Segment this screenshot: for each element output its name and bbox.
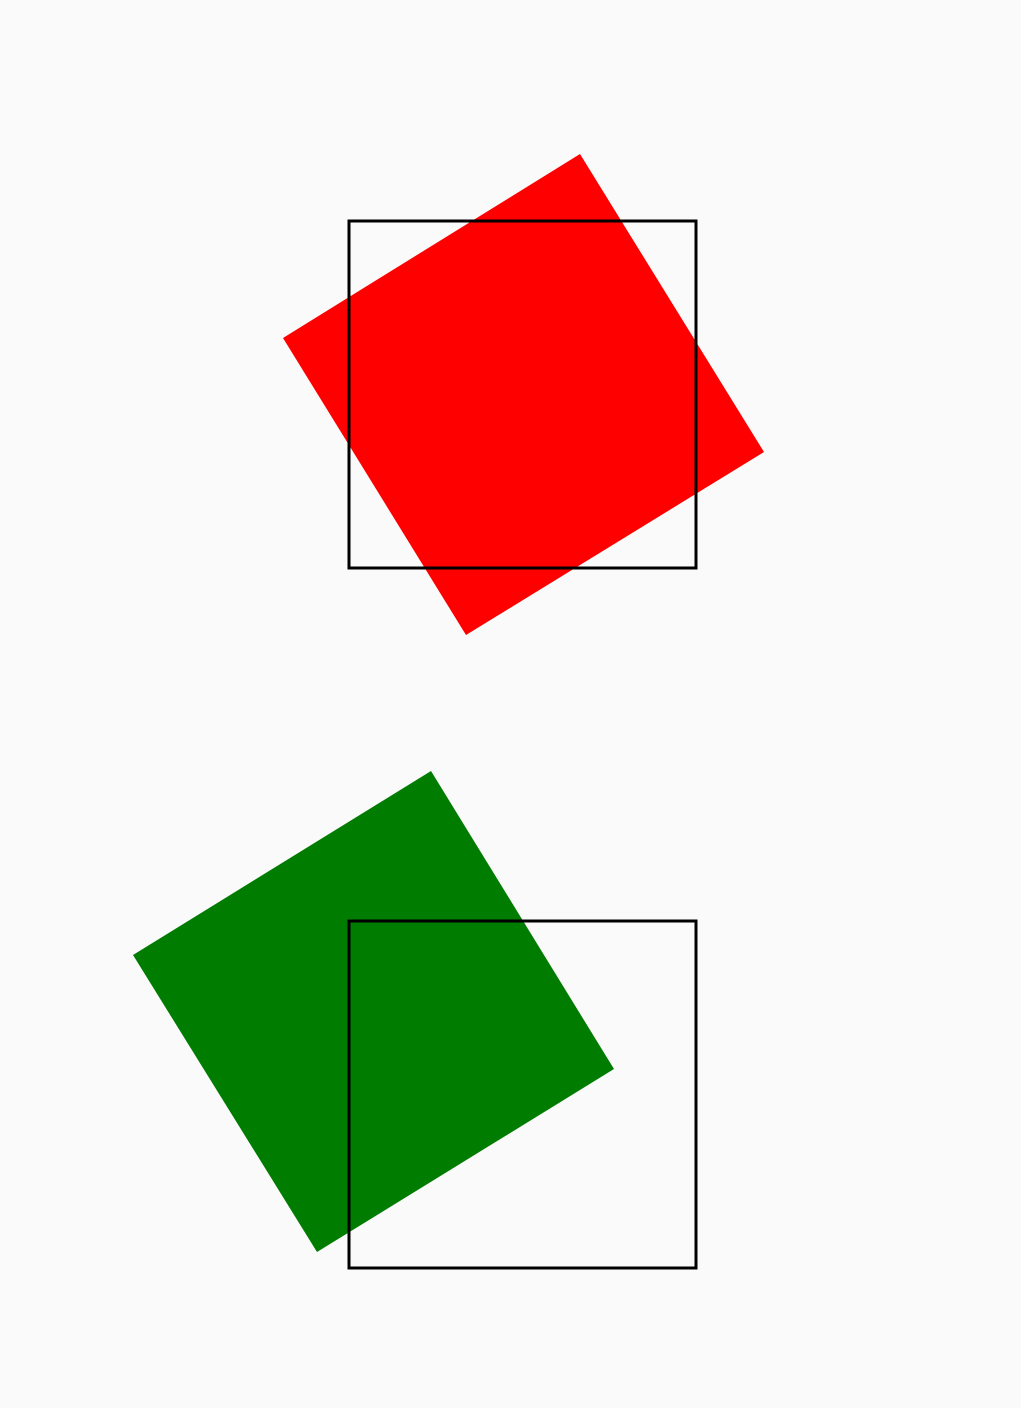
top-figure	[283, 154, 764, 635]
green-rotated-square	[133, 771, 614, 1252]
bottom-figure	[133, 771, 698, 1270]
top-outline-square	[347, 219, 698, 570]
bottom-outline-square	[347, 919, 698, 1270]
red-rotated-square	[283, 154, 764, 635]
